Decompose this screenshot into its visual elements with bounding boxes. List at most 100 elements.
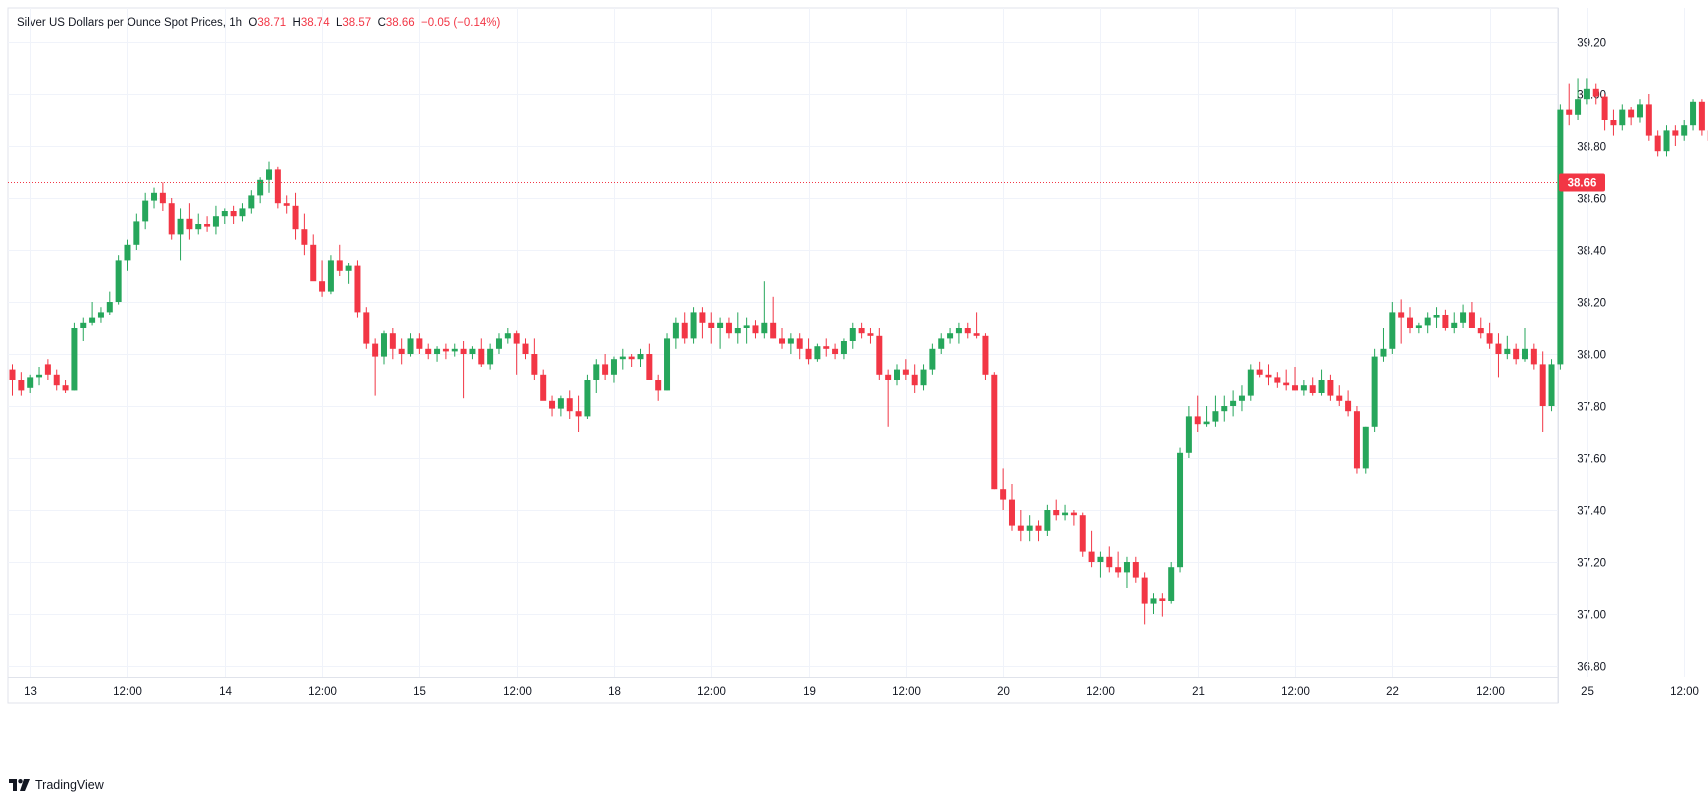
legend-symbol: Silver US Dollars per Ounce Spot Prices,… xyxy=(17,17,242,29)
candle-body xyxy=(106,302,113,313)
candle-body xyxy=(363,312,370,344)
candle xyxy=(504,328,511,344)
candle-body xyxy=(336,260,343,271)
candle xyxy=(1292,367,1299,391)
candle-body xyxy=(159,192,166,204)
candle xyxy=(566,390,573,419)
candle xyxy=(27,374,34,393)
candle xyxy=(1070,510,1077,526)
x-tick-label: 21 xyxy=(1192,686,1205,698)
candle-body xyxy=(1327,380,1334,396)
candle-body xyxy=(1070,512,1077,516)
candle xyxy=(495,333,502,354)
candle-body xyxy=(212,216,219,227)
candle xyxy=(1221,395,1228,422)
candle xyxy=(425,343,432,360)
candle-body xyxy=(1495,343,1502,354)
candle-body xyxy=(1212,411,1219,422)
candle-body xyxy=(1345,400,1352,412)
candle-body xyxy=(1247,369,1254,396)
candle-body xyxy=(1521,348,1528,360)
candle-body xyxy=(796,338,803,349)
candle xyxy=(902,359,909,380)
candle-body xyxy=(1433,315,1440,318)
candle xyxy=(1159,593,1166,617)
candle xyxy=(292,192,299,240)
candle xyxy=(310,234,317,282)
x-tick-label: 12:00 xyxy=(308,686,337,698)
candle xyxy=(885,369,892,427)
legend-high-label: H xyxy=(292,17,301,29)
candle xyxy=(1238,385,1245,412)
tradingview-brand[interactable]: TradingView xyxy=(9,778,104,792)
tradingview-logo-icon xyxy=(9,779,30,791)
candle xyxy=(1194,395,1201,432)
candle-body xyxy=(964,328,971,334)
candle-body xyxy=(805,348,812,360)
candle-body xyxy=(168,203,175,235)
candle xyxy=(469,346,476,360)
candle xyxy=(1566,83,1573,126)
candle xyxy=(460,341,467,399)
candle xyxy=(1424,312,1431,334)
candle xyxy=(1185,406,1192,458)
candle-body xyxy=(416,338,423,349)
candle-body xyxy=(1557,109,1564,365)
candle xyxy=(1583,78,1590,105)
x-tick-label: 20 xyxy=(997,686,1010,698)
candle-body xyxy=(549,400,556,409)
candle xyxy=(230,205,237,224)
candle-body xyxy=(1168,567,1175,601)
candle xyxy=(840,338,847,360)
candle xyxy=(53,369,60,391)
candle xyxy=(478,338,485,367)
candle-body xyxy=(947,333,954,339)
candle xyxy=(1150,593,1157,614)
candle xyxy=(1415,322,1422,334)
y-tick-label: 38.60 xyxy=(1577,194,1606,206)
candle xyxy=(257,177,264,204)
candle-body xyxy=(602,364,609,375)
x-tick-label: 22 xyxy=(1386,686,1399,698)
candle xyxy=(1468,302,1475,328)
candle-body xyxy=(1309,385,1316,393)
candle xyxy=(876,328,883,380)
candle-body xyxy=(1194,416,1201,425)
candle-body xyxy=(1628,109,1635,118)
candle xyxy=(1035,520,1042,542)
candle-body xyxy=(1645,104,1652,136)
candle-body xyxy=(1575,99,1582,115)
candle xyxy=(1380,328,1387,362)
candle-body xyxy=(354,265,361,313)
candle-body xyxy=(248,195,255,209)
candle-body xyxy=(920,369,927,386)
candle-body xyxy=(230,211,237,217)
candle xyxy=(266,161,273,193)
candle-body xyxy=(186,218,193,230)
candle xyxy=(1247,364,1254,401)
candle xyxy=(796,333,803,360)
candle xyxy=(637,348,644,367)
candle xyxy=(610,356,617,383)
candle-body xyxy=(1026,525,1033,531)
candle-body xyxy=(274,169,281,204)
candle xyxy=(354,260,361,318)
candle-body xyxy=(389,333,396,349)
chart-frame xyxy=(7,7,1559,704)
candle-body xyxy=(204,224,211,227)
candle xyxy=(1053,499,1060,521)
candle-body xyxy=(646,354,653,380)
candle-body xyxy=(319,281,326,292)
candle xyxy=(1460,304,1467,328)
candle xyxy=(1433,307,1440,328)
candle-body xyxy=(876,335,883,375)
candle-body xyxy=(867,333,874,336)
candle-body xyxy=(1230,400,1237,406)
candle xyxy=(1097,551,1104,578)
candle xyxy=(80,317,87,341)
y-tick-label: 36.80 xyxy=(1577,662,1606,674)
candle xyxy=(1212,395,1219,427)
candle-body xyxy=(1177,452,1184,568)
y-tick-label: 37.60 xyxy=(1577,454,1606,466)
